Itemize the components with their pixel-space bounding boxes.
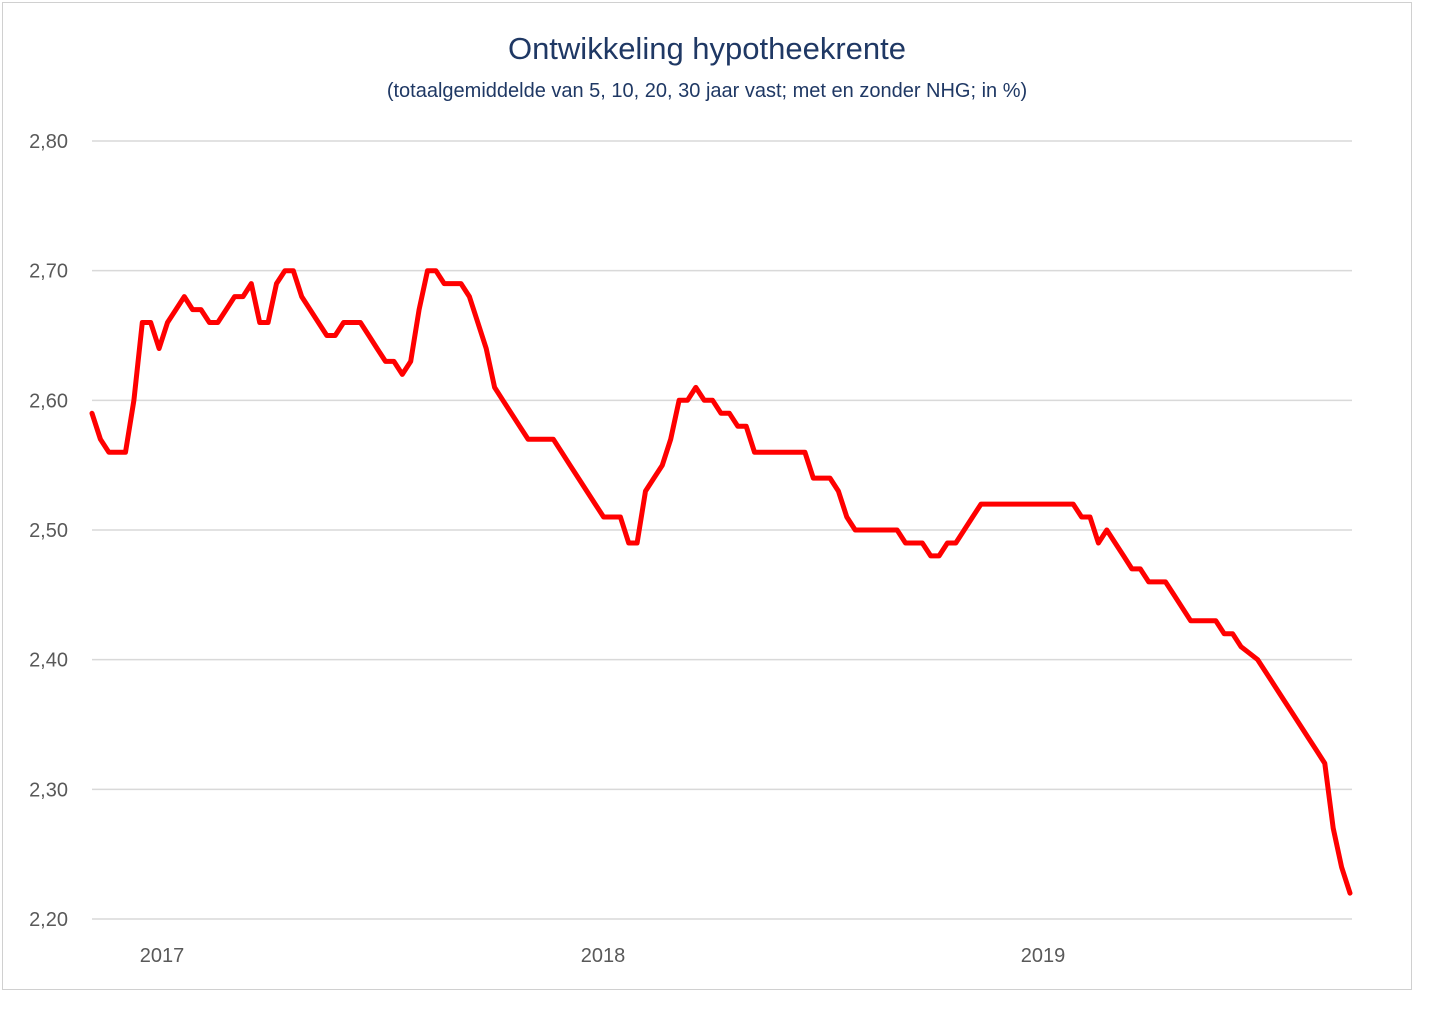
chart-title: Ontwikkeling hypotheekrente	[507, 31, 907, 66]
y-tick-label: 2,50	[29, 520, 68, 542]
y-tick-label: 2,60	[29, 390, 68, 412]
y-tick-label: 2,20	[29, 909, 68, 931]
series-line	[89, 268, 1353, 896]
y-tick-label: 2,40	[29, 650, 68, 672]
x-tick-label: 2017	[140, 945, 185, 967]
chart-subtitle: (totaalgemiddelde van 5, 10, 20, 30 jaar…	[386, 80, 1028, 102]
x-tick-label: 2018	[581, 945, 626, 967]
chart-frame: Ontwikkeling hypotheekrente (totaalgemid…	[2, 2, 1412, 990]
y-tick-label: 2,80	[29, 131, 68, 153]
y-tick-label: 2,70	[29, 261, 68, 283]
x-tick-label: 2019	[1021, 945, 1066, 967]
y-tick-label: 2,30	[29, 779, 68, 801]
